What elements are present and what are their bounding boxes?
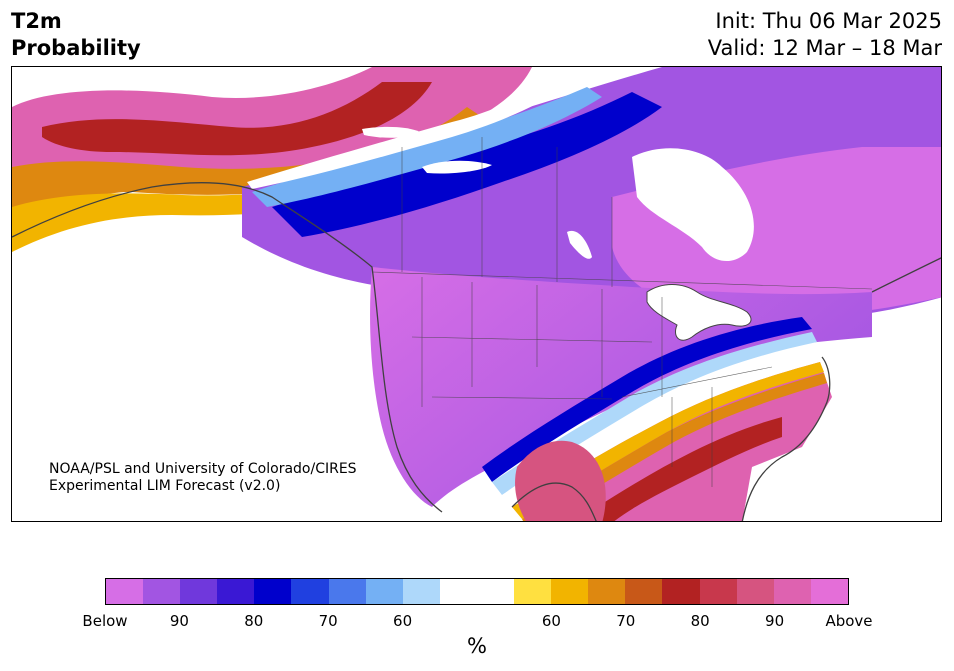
colorbar-segment — [662, 579, 700, 604]
colorbar-tick-label: 70 — [318, 612, 338, 630]
attribution-line-2: Experimental LIM Forecast (v2.0) — [49, 478, 281, 494]
product-label: Probability — [11, 36, 141, 60]
colorbar-segment — [402, 579, 440, 604]
colorbar-segment — [291, 579, 329, 604]
borders — [371, 137, 873, 487]
alaska-orange-band — [12, 107, 482, 242]
forecast-dates: Init: Thu 06 Mar 2025 Valid: 12 Mar – 18… — [708, 8, 942, 62]
canada-pale-band — [252, 87, 602, 207]
colorbar — [105, 578, 849, 605]
colorbar-segment — [588, 579, 626, 604]
colorbar-segment — [810, 579, 848, 604]
probability-map — [11, 66, 942, 522]
colorbar-tick-label: Above — [825, 612, 873, 630]
canada-near-normal-band — [247, 82, 562, 189]
colorbar-unit: % — [467, 634, 487, 658]
colorbar-segment — [106, 579, 144, 604]
colorbar-tick-label: 60 — [541, 612, 561, 630]
colorbar-segment — [551, 579, 589, 604]
colorbar-segment — [773, 579, 811, 604]
colorbar-tick-label: Below — [82, 612, 128, 630]
attribution: NOAA/PSL and University of Colorado/CIRE… — [49, 461, 357, 495]
great-lakes — [646, 284, 752, 341]
great-slave-lake — [422, 160, 492, 174]
alaska-red-core — [42, 82, 432, 156]
map-canvas — [12, 67, 941, 521]
colorbar-tick-label: 80 — [690, 612, 710, 630]
colorbar-segment — [699, 579, 737, 604]
attribution-line-1: NOAA/PSL and University of Colorado/CIRE… — [49, 461, 357, 477]
variable-label: T2m — [11, 9, 62, 33]
colorbar-tick-label: 90 — [765, 612, 785, 630]
colorbar-segment — [736, 579, 774, 604]
colorbar-segment — [514, 579, 552, 604]
colorbar-segment — [328, 579, 366, 604]
valid-range: Valid: 12 Mar – 18 Mar — [707, 36, 942, 60]
colorbar-segment — [143, 579, 181, 604]
colorbar-segment — [625, 579, 663, 604]
init-date: Init: Thu 06 Mar 2025 — [715, 9, 942, 33]
colorbar-segment — [217, 579, 255, 604]
colorbar-tick-label: 90 — [169, 612, 189, 630]
southeast-red-core — [575, 417, 782, 521]
great-bear-lake — [362, 126, 422, 138]
hudson-bay — [632, 148, 754, 262]
colorbar-segment — [180, 579, 218, 604]
colorbar-segment — [365, 579, 403, 604]
colorbar-segment — [476, 579, 515, 604]
map-title: T2m Probability — [11, 8, 141, 62]
colorbar-segment — [439, 579, 477, 604]
us-blue-band — [482, 317, 812, 482]
colorbar-segment — [254, 579, 292, 604]
lake-winnipeg — [567, 230, 592, 259]
colorbar-tick-label: 70 — [616, 612, 636, 630]
colorbar-tick-label: 60 — [393, 612, 413, 630]
coastline — [12, 182, 941, 521]
mexico-warm-region — [515, 440, 606, 521]
colorbar-tick-label: 80 — [244, 612, 264, 630]
